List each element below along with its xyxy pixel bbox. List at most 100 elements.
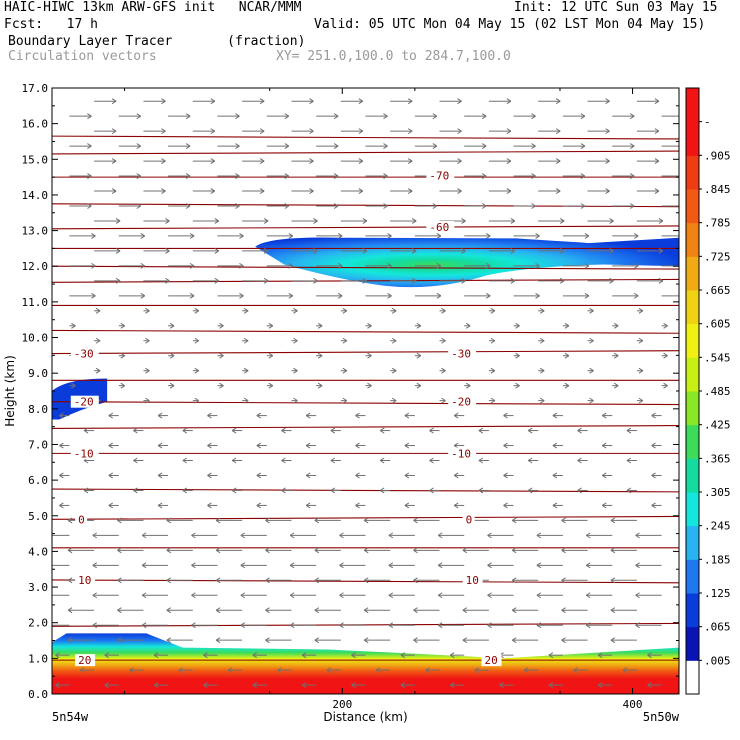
wind-vector-head <box>145 337 150 344</box>
wind-vector-head <box>564 382 570 389</box>
wind-vector-head <box>462 547 468 554</box>
wind-vector-head <box>111 128 117 135</box>
colorbar-block <box>686 391 699 426</box>
colorbar-label: .365 <box>704 452 731 465</box>
wind-vector-head <box>362 247 368 254</box>
wind-vector-head <box>589 337 594 344</box>
wind-vector-head <box>92 532 98 539</box>
colorbar-block <box>686 424 699 459</box>
wind-vector-head <box>157 412 163 419</box>
wind-vector-head <box>437 592 443 599</box>
wind-vector-head <box>626 427 632 434</box>
wind-vector-head <box>601 412 607 419</box>
wind-vector-head <box>259 188 265 194</box>
wind-vector-head <box>527 427 533 434</box>
wind-vector-head <box>613 322 619 329</box>
wind-vector-head <box>145 397 150 404</box>
wind-vector-head <box>59 502 64 509</box>
colorbar-block <box>686 323 699 358</box>
wind-vector-head <box>117 637 122 644</box>
wind-vector-head <box>59 442 64 449</box>
wind-vector-head <box>214 277 220 284</box>
wind-vector-head <box>658 277 664 284</box>
wind-vector-head <box>133 457 138 464</box>
wind-vector-head <box>404 502 410 509</box>
wind-vector-head <box>301 682 307 689</box>
wind-vector-head <box>597 652 603 659</box>
wind-vector-head <box>559 277 565 284</box>
wind-vector-head <box>165 277 170 284</box>
wind-vector-head <box>432 143 438 150</box>
wind-vector-head <box>227 667 233 674</box>
wind-vector-head <box>333 203 339 209</box>
wind-vector-head <box>309 98 314 105</box>
isotherm-label-bg <box>70 347 99 360</box>
wind-vector-head <box>651 442 656 449</box>
wind-vector-head <box>363 637 369 644</box>
wind-vector-head <box>441 337 446 344</box>
wind-vector-head <box>87 143 92 150</box>
isotherm-line <box>52 225 679 230</box>
wind-vector-head <box>265 517 270 524</box>
wind-vector-head <box>140 262 146 269</box>
wind-vector-head <box>610 577 616 584</box>
wind-vector-head <box>515 322 520 329</box>
colorbar-block <box>686 121 699 156</box>
wind-vector-head <box>478 457 484 464</box>
wind-vector-head <box>536 562 542 569</box>
wind-vector-head <box>580 173 586 179</box>
wind-vector-head <box>453 502 459 509</box>
isotherm-line <box>52 350 679 355</box>
wind-vector-head <box>658 247 664 254</box>
wind-vector-head <box>194 307 200 314</box>
wind-vector-head <box>239 262 244 269</box>
wind-vector-head <box>629 203 635 209</box>
y-tick-label: 4.0 <box>28 545 48 558</box>
colorbar-block <box>686 458 699 493</box>
wind-vector-head <box>407 128 413 135</box>
wind-vector-head <box>284 203 290 209</box>
wind-vector-head <box>203 652 208 659</box>
wind-vector-head <box>231 457 237 464</box>
colorbar-label: .125 <box>704 587 731 600</box>
wind-vector-head <box>203 682 208 689</box>
wind-vector-head <box>293 337 298 344</box>
wind-vector-head <box>182 427 188 434</box>
wind-vector-head <box>256 412 262 419</box>
wind-vector-head <box>481 173 487 179</box>
wind-vector-head <box>485 262 491 269</box>
wind-vector-head <box>510 277 516 284</box>
isotherm-label-bg <box>75 654 96 667</box>
wind-vector-head <box>293 397 298 404</box>
wind-vector-head <box>404 442 410 449</box>
wind-vector-head <box>363 517 369 524</box>
wind-vector-head <box>478 487 484 494</box>
wind-vector-head <box>87 113 92 120</box>
wind-vector-head <box>535 233 540 239</box>
wind-vector-head <box>330 427 336 434</box>
colorbar-block <box>686 189 699 224</box>
wind-vector-head <box>487 562 492 569</box>
isotherm-label-bg <box>75 573 96 586</box>
wind-vector-head <box>235 173 240 179</box>
wind-vector-head <box>429 427 434 434</box>
wind-vector-head <box>407 158 413 164</box>
wind-vector-head <box>585 562 591 569</box>
wind-vector-head <box>555 98 561 105</box>
wind-vector-head <box>92 562 98 569</box>
wind-vector-head <box>610 637 616 644</box>
wind-vector-head <box>437 532 443 539</box>
wind-vector-head <box>289 592 295 599</box>
y-tick-label: 0.0 <box>28 688 48 701</box>
wind-vector-head <box>506 188 512 194</box>
wind-vector-head <box>609 218 614 224</box>
wind-vector-head <box>400 652 406 659</box>
wind-vector-head <box>432 113 438 120</box>
wind-vector-head <box>358 158 364 164</box>
colorbar-label: .065 <box>704 621 731 634</box>
wind-vector-head <box>191 592 196 599</box>
wind-vector-head <box>145 367 150 374</box>
wind-vector-head <box>413 577 418 584</box>
wind-vector-head <box>239 292 244 299</box>
wind-vector-head <box>383 113 388 120</box>
